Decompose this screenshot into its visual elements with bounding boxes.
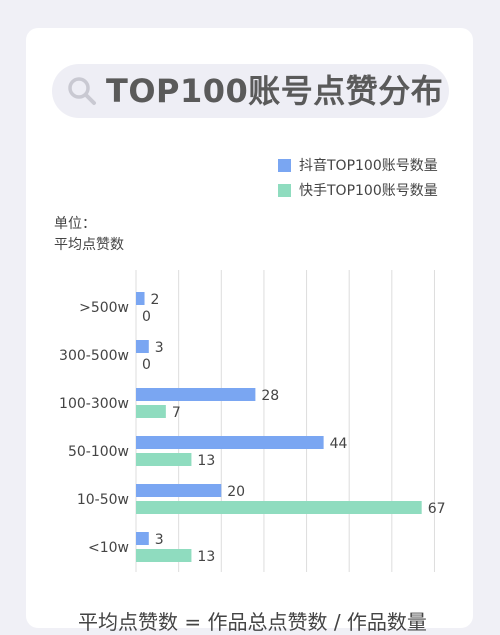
chart-card	[26, 28, 473, 628]
data-label: 13	[197, 453, 215, 469]
bar-kuaishou	[136, 405, 166, 418]
data-label: 2	[151, 292, 160, 308]
legend-item-kuaishou: 快手TOP100账号数量	[278, 180, 438, 200]
legend-label-douyin: 抖音TOP100账号数量	[299, 158, 438, 174]
unit-line-2: 平均点赞数	[54, 237, 124, 253]
title-banner: TOP100账号点赞分布	[52, 64, 449, 118]
data-label: 7	[172, 405, 181, 421]
legend-item-douyin: 抖音TOP100账号数量	[278, 155, 438, 175]
bar-douyin	[136, 292, 145, 305]
data-label: 0	[142, 309, 151, 325]
legend-swatch-kuaishou	[278, 183, 291, 197]
bar-douyin	[136, 388, 256, 401]
data-label: 0	[142, 357, 151, 373]
bar-douyin	[136, 340, 149, 353]
bar-kuaishou	[136, 549, 192, 562]
data-label: 28	[261, 388, 279, 404]
category-label: 50-100w	[68, 444, 129, 460]
chart-title: TOP100账号点赞分布	[106, 72, 444, 110]
legend-label-kuaishou: 快手TOP100账号数量	[299, 183, 438, 199]
data-label: 20	[227, 484, 245, 500]
bar-douyin	[136, 532, 149, 545]
search-icon	[68, 77, 96, 105]
unit-label: 单位： 平均点赞数	[54, 214, 124, 256]
category-label: 10-50w	[77, 492, 129, 508]
category-label: 300-500w	[59, 348, 129, 364]
bar-kuaishou	[136, 501, 422, 514]
bar-douyin	[136, 436, 324, 449]
unit-line-1: 单位：	[54, 216, 96, 232]
data-label: 3	[155, 532, 164, 548]
bar-kuaishou	[136, 453, 192, 466]
footer-note: 平均点赞数 = 作品总点赞数 / 作品数量	[78, 610, 427, 634]
data-label: 44	[330, 436, 348, 452]
data-label: 3	[155, 340, 164, 356]
category-label: >500w	[79, 300, 129, 316]
data-label: 67	[428, 501, 446, 517]
data-label: 13	[197, 549, 215, 565]
category-label: 100-300w	[59, 396, 129, 412]
category-label: <10w	[88, 540, 129, 556]
legend-swatch-douyin	[278, 158, 291, 172]
bar-douyin	[136, 484, 222, 497]
